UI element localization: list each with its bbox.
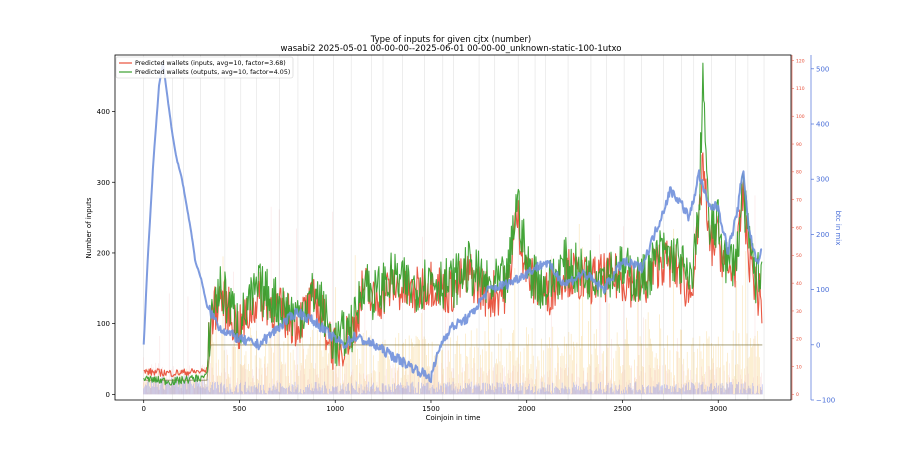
y2-tick-label: 100 (816, 286, 829, 294)
y-tick-label: 300 (97, 179, 110, 187)
x-axis-label: Coinjoin in time (426, 414, 481, 422)
y3-tick-label: 60 (796, 225, 802, 231)
y3-tick-label: 0 (796, 392, 799, 398)
x-tick-label: 1500 (422, 405, 440, 413)
series-layer (142, 61, 763, 386)
y2-tick-label: 400 (816, 121, 829, 129)
y-axis-label: Number of inputs (85, 197, 93, 258)
y2-tick-label: 500 (816, 65, 829, 73)
y3-tick-label: 30 (796, 309, 802, 315)
y-tick-label: 200 (97, 249, 110, 257)
x-tick-label: 3000 (709, 405, 727, 413)
y-tick-label: 100 (97, 320, 110, 328)
chart-title: Type of inputs for given cjtx (number) (370, 35, 532, 45)
legend-label-inputs: Predicted wallets (inputs, avg=10, facto… (135, 60, 286, 67)
y3-tick-label: 120 (796, 58, 805, 64)
y3-tick-label: 90 (796, 142, 802, 148)
y3-tick-label: 70 (796, 197, 802, 203)
series-line-btc (142, 61, 763, 384)
y-tick-label: 400 (97, 108, 110, 116)
series-line-outputs (143, 62, 763, 386)
y3-tick-label: 100 (796, 114, 805, 120)
y3-tick-label: 80 (796, 170, 802, 176)
y2-tick-label: 200 (816, 231, 829, 239)
y2-axis-label: btc in mix (834, 211, 842, 246)
legend: Predicted wallets (inputs, avg=10, facto… (115, 56, 294, 79)
y2-tick-label: 300 (816, 176, 829, 184)
stepped-wallets-line (143, 344, 763, 381)
y3-tick-label: 110 (796, 86, 805, 92)
y3-tick-label: 20 (796, 337, 802, 343)
x-tick-label: 2000 (518, 405, 536, 413)
chart-subtitle: wasabi2 2025-05-01 00-00-00--2025-06-01 … (281, 44, 622, 54)
x-tick-label: 500 (233, 405, 246, 413)
y3-tick-label: 40 (796, 281, 802, 287)
plot-frame (114, 54, 792, 401)
x-tick-label: 0 (141, 405, 145, 413)
legend-box (115, 56, 294, 79)
y2-tick-label: 0 (816, 341, 820, 349)
y-tick-label: 0 (106, 391, 110, 399)
y2-tick-label: −100 (816, 397, 835, 405)
y3-tick-label: 50 (796, 253, 802, 259)
legend-label-outputs: Predicted wallets (outputs, avg=10, fact… (135, 69, 290, 76)
x-tick-label: 1000 (326, 405, 344, 413)
axes-layer: 0 500 1000 1500 2000 2500 30000100200300400010… (97, 55, 835, 413)
x-tick-label: 2500 (614, 405, 632, 413)
y3-tick-label: 10 (796, 364, 802, 370)
background-bars-layer (143, 55, 765, 400)
